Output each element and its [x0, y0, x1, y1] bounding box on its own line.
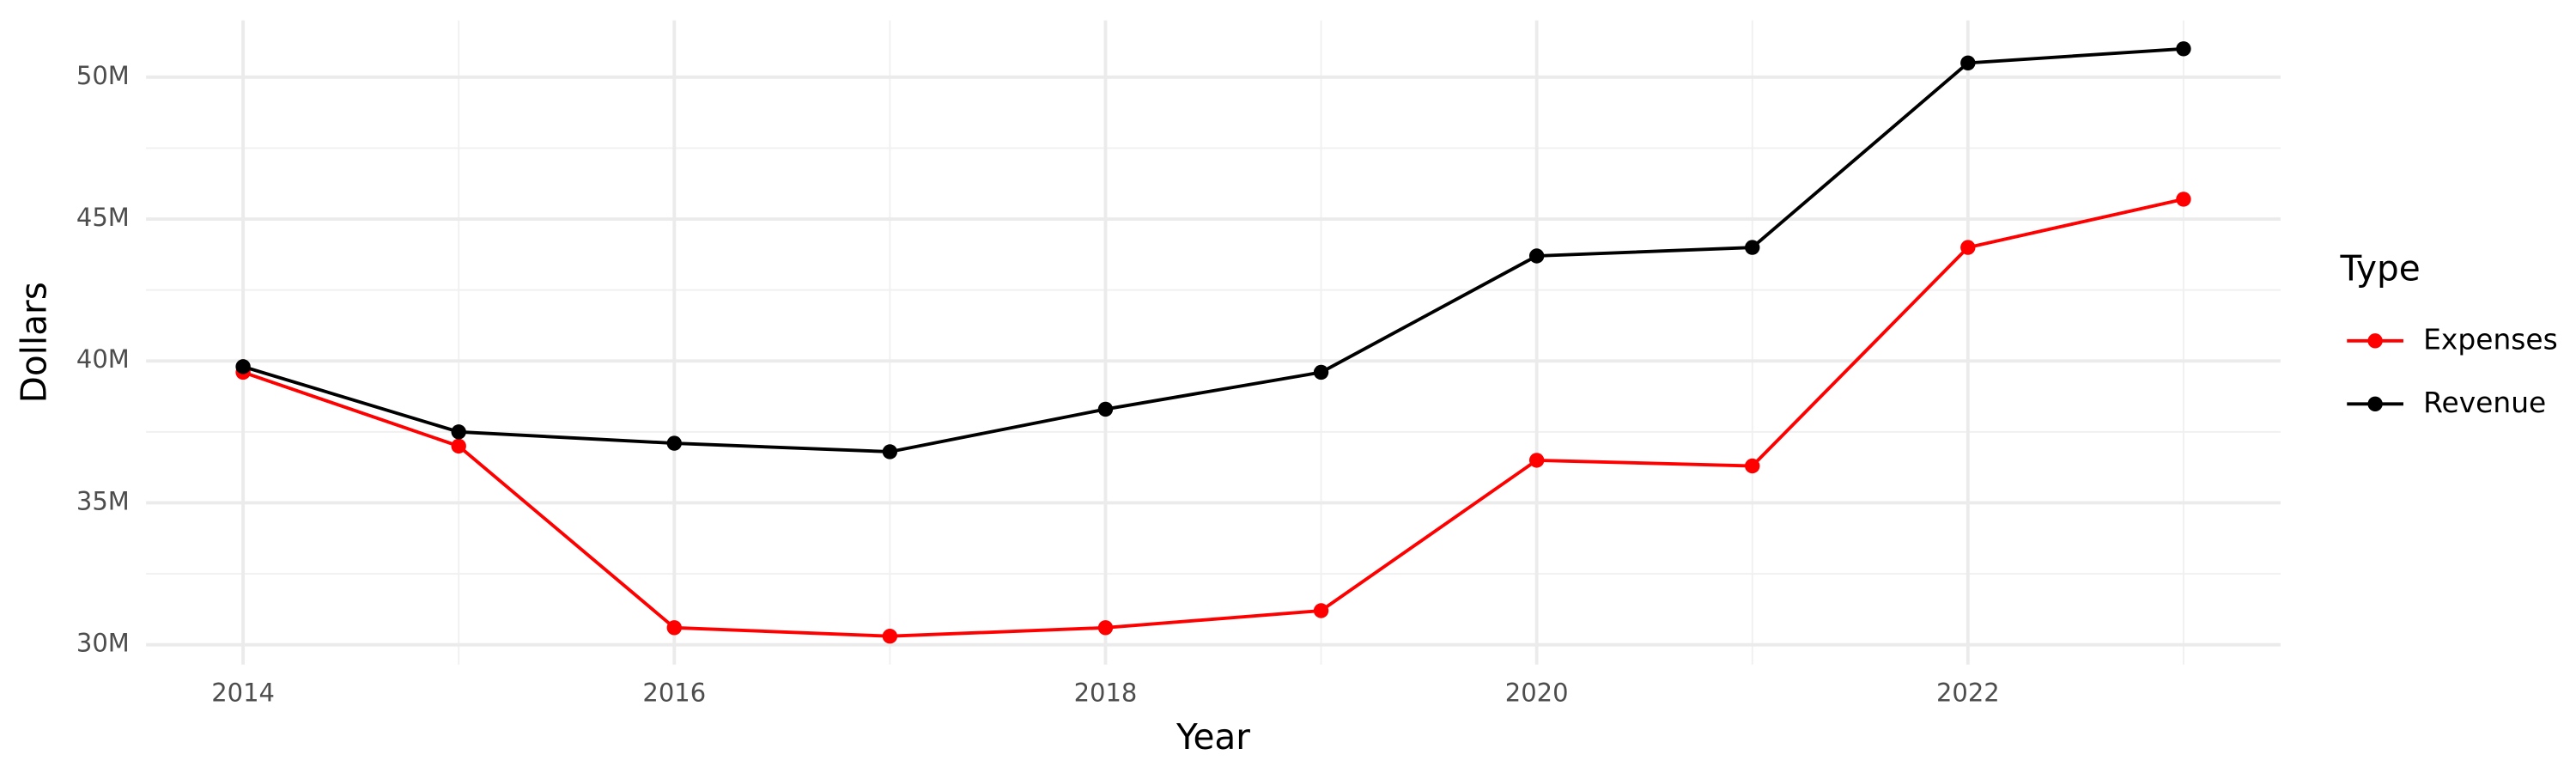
data-point — [1528, 248, 1545, 264]
y-tick-label: 40M — [76, 344, 130, 374]
legend-label: Revenue — [2423, 386, 2546, 419]
data-point — [235, 359, 251, 374]
legend-key-point — [2367, 396, 2383, 411]
data-point — [666, 435, 682, 451]
data-point — [882, 629, 898, 644]
x-tick-label: 2020 — [1505, 679, 1569, 708]
y-tick-label: 35M — [76, 486, 130, 515]
data-point — [2176, 192, 2191, 207]
legend-label: Expenses — [2423, 322, 2558, 356]
legend-title: Type — [2340, 248, 2421, 289]
data-point — [1097, 620, 1114, 636]
series-line — [242, 198, 2184, 638]
data-point — [451, 438, 466, 454]
data-point — [882, 444, 898, 460]
y-axis-title: Dollars — [14, 282, 55, 403]
legend-key-point — [2367, 333, 2383, 349]
y-tick-label: 30M — [76, 629, 130, 658]
data-point — [1528, 453, 1545, 468]
data-point — [1097, 401, 1114, 417]
x-tick-label: 2014 — [211, 679, 275, 708]
y-tick-label: 50M — [76, 61, 130, 90]
y-tick-label: 45M — [76, 203, 130, 232]
data-point — [1960, 55, 1976, 71]
data-point — [1745, 240, 1760, 255]
data-point — [1745, 458, 1760, 474]
x-axis-title: Year — [1176, 716, 1250, 758]
data-point — [451, 424, 466, 440]
data-point — [666, 620, 682, 636]
x-tick-label: 2018 — [1074, 679, 1138, 708]
x-tick-label: 2016 — [642, 679, 706, 708]
data-point — [2176, 41, 2191, 57]
series-line — [242, 46, 2184, 453]
data-point — [1960, 240, 1976, 255]
data-point — [1313, 603, 1329, 618]
data-point — [1313, 364, 1329, 380]
x-tick-label: 2022 — [1936, 679, 2000, 708]
